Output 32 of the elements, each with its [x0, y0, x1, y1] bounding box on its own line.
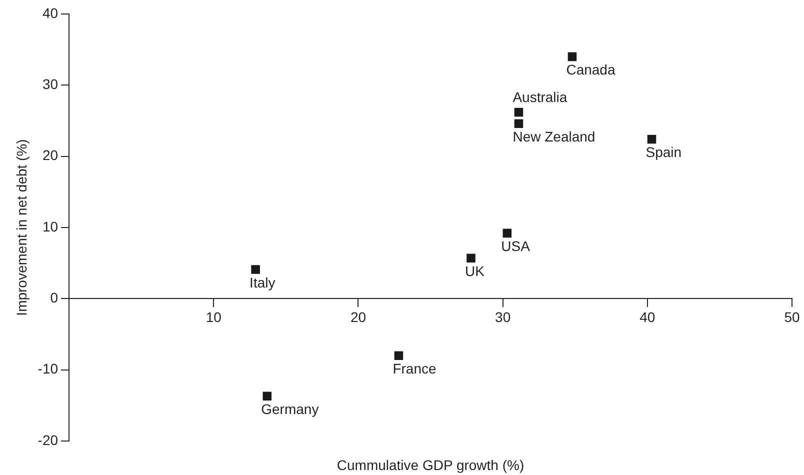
point [514, 108, 524, 117]
point [647, 134, 656, 144]
point [394, 351, 404, 360]
y-tick-label: 0 [50, 290, 58, 306]
annotation: New Zealand [512, 128, 596, 144]
x-tick-label: 30 [495, 308, 511, 325]
x-tick-label: 50 [784, 308, 800, 325]
x-tick-label: 10 [206, 308, 222, 325]
annotation: Spain [646, 144, 682, 160]
annotation: Australia [512, 89, 568, 106]
y-tick-label: -20 [38, 432, 58, 448]
point [466, 254, 476, 262]
y-tick-label: -10 [38, 360, 58, 377]
point [568, 52, 577, 62]
y-axis-title: Improvement in net debt (%) [13, 139, 30, 316]
point [251, 265, 260, 274]
x-tick-label: 40 [640, 308, 656, 325]
annotation: USA [501, 238, 531, 254]
y-tick-label: 30 [42, 76, 58, 92]
point [262, 392, 272, 401]
y-tick-label: 40 [42, 4, 58, 21]
annotation: UK [465, 262, 486, 279]
annotation: Italy [250, 274, 276, 290]
x-axis-title: Cummulative GDP growth (%) [336, 456, 524, 473]
annotation: Germany [261, 401, 319, 418]
annotation: Canada [566, 62, 616, 78]
point [502, 228, 512, 238]
point [514, 119, 524, 128]
y-tick-label: 20 [42, 147, 58, 164]
x-tick-label: 20 [350, 308, 366, 325]
y-tick-label: 10 [42, 218, 58, 234]
annotation: France [392, 360, 436, 376]
